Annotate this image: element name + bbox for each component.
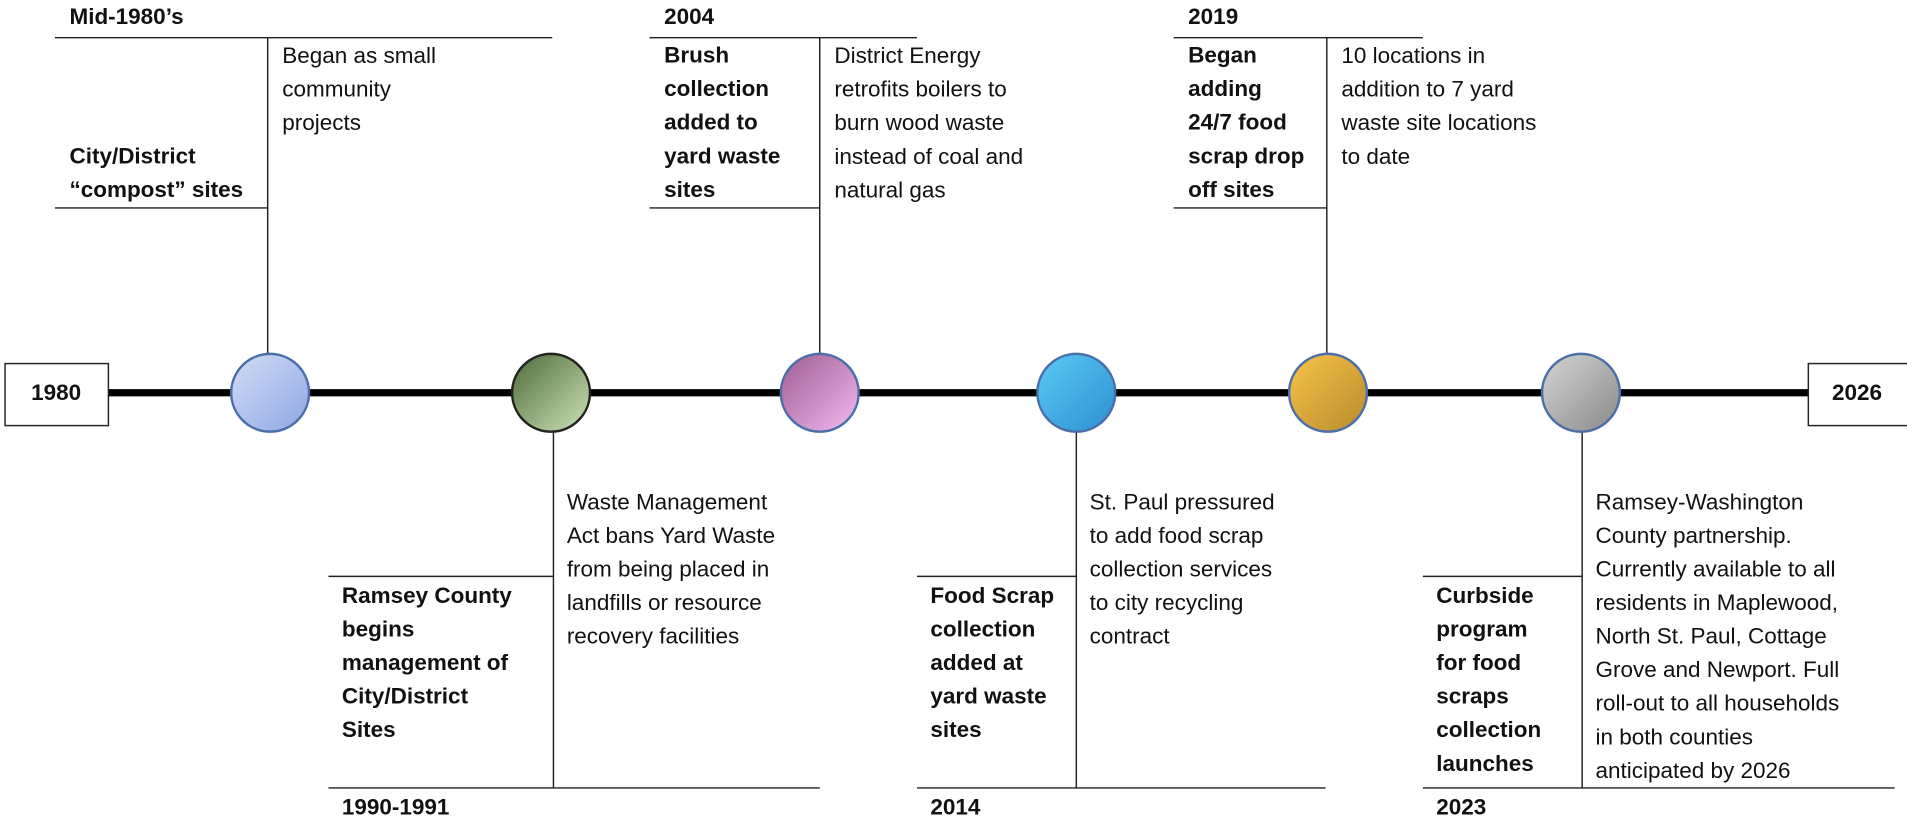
- event-title: sites: [664, 177, 715, 202]
- event-description: waste site locations: [1340, 110, 1536, 135]
- event-year: 2019: [1188, 4, 1238, 29]
- event-year: 2004: [664, 4, 715, 29]
- event-description: District Energy: [834, 43, 981, 68]
- event-year: 2023: [1436, 795, 1486, 820]
- event-description: collection services: [1090, 556, 1272, 581]
- event-description: in both counties: [1596, 724, 1754, 749]
- event-title: adding: [1188, 76, 1262, 101]
- event-title: collection: [1436, 717, 1541, 742]
- event-description: landfills or resource: [567, 590, 762, 615]
- event-description: North St. Paul, Cottage: [1596, 624, 1827, 649]
- event-title: 24/7 food: [1188, 110, 1287, 135]
- event-marker: [1036, 352, 1117, 433]
- event-description: anticipated by 2026: [1596, 758, 1791, 783]
- event-year: 1990-1991: [342, 795, 450, 820]
- event-title: off sites: [1188, 177, 1274, 202]
- event-description: roll-out to all households: [1596, 691, 1840, 716]
- event-title: added at: [930, 650, 1023, 675]
- event-title: launches: [1436, 751, 1533, 776]
- event-title: Food Scrap: [930, 583, 1054, 608]
- event-description: burn wood waste: [834, 110, 1004, 135]
- event-title: City/District: [69, 143, 196, 168]
- event-description: natural gas: [834, 177, 945, 202]
- event-title: collection: [664, 76, 769, 101]
- event-title: added to: [664, 110, 758, 135]
- event-description: instead of coal and: [834, 144, 1023, 169]
- end-box: [1807, 362, 1907, 427]
- end-label: 2026: [1832, 380, 1882, 405]
- event-title: City/District: [342, 684, 469, 709]
- event-description: Act bans Yard Waste: [567, 523, 775, 548]
- start-label: 1980: [31, 380, 81, 405]
- event-title: sites: [930, 717, 981, 742]
- event-description: to date: [1341, 144, 1410, 169]
- event-title: scrap drop: [1188, 143, 1304, 168]
- event-title: begins: [342, 617, 414, 642]
- event-description: from being placed in: [567, 556, 769, 581]
- event-title: yard waste: [930, 684, 1046, 709]
- event-description: retrofits boilers to: [834, 77, 1006, 102]
- event-description: recovery facilities: [567, 624, 739, 649]
- event-title: collection: [930, 617, 1035, 642]
- start-box: [4, 362, 110, 427]
- event-title: yard waste: [664, 143, 780, 168]
- event-description: Currently available to all: [1596, 556, 1836, 581]
- event-title: “compost” sites: [69, 177, 243, 202]
- event-title: Ramsey County: [342, 583, 512, 608]
- event-description: residents in Maplewood,: [1596, 590, 1838, 615]
- event-description: to city recycling: [1090, 590, 1244, 615]
- event-marker: [1287, 352, 1369, 433]
- event-description: Waste Management: [567, 489, 768, 514]
- event-description: projects: [282, 110, 361, 135]
- event-title: Brush: [664, 43, 729, 68]
- event-description: to add food scrap: [1090, 523, 1264, 548]
- event-description: addition to 7 yard: [1341, 77, 1514, 102]
- event-year: 2014: [930, 795, 981, 820]
- event-description: Began as small: [282, 43, 436, 68]
- event-description: St. Paul pressured: [1090, 489, 1275, 514]
- event-description: contract: [1090, 624, 1171, 649]
- event-title: scraps: [1436, 684, 1509, 709]
- event-description: Ramsey-Washington: [1596, 489, 1804, 514]
- event-title: Began: [1188, 43, 1257, 68]
- event-year: Mid-1980’s: [69, 4, 183, 29]
- event-description: County partnership.: [1596, 523, 1792, 548]
- event-title: management of: [342, 650, 509, 675]
- event-marker: [779, 352, 860, 433]
- event-title: for food: [1436, 650, 1521, 675]
- event-description: 10 locations in: [1341, 43, 1485, 68]
- event-title: Curbside: [1436, 583, 1533, 608]
- event-description: community: [282, 77, 391, 102]
- event-marker: [510, 352, 592, 433]
- event-marker: [1540, 352, 1622, 433]
- event-description: Grove and Newport. Full: [1596, 657, 1840, 682]
- event-title: Sites: [342, 717, 396, 742]
- event-title: program: [1436, 617, 1527, 642]
- event-marker: [229, 352, 311, 433]
